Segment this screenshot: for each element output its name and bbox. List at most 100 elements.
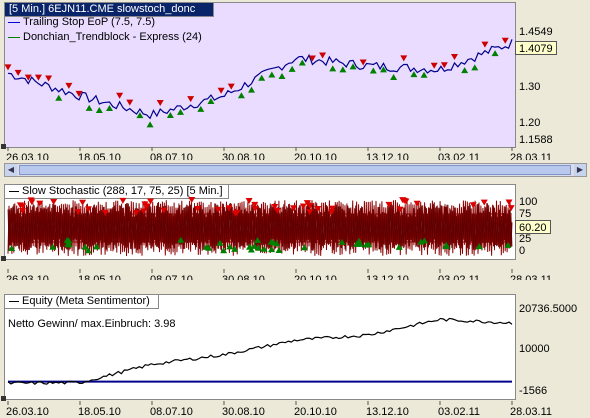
buy-signal-marker: [390, 73, 398, 80]
buy-signal-marker: [339, 66, 347, 73]
equity-line: [7, 317, 513, 386]
sell-signal-marker: [481, 41, 489, 48]
sell-signal-marker: [4, 64, 12, 71]
sell-signal-marker: [271, 203, 279, 210]
x-tick-label: 30.08.10: [222, 274, 265, 280]
sell-signal-marker: [440, 62, 448, 69]
sell-signal-marker: [45, 75, 53, 82]
stoch-last-value-tag: 60.20: [515, 220, 551, 234]
sell-signal-marker: [147, 198, 155, 205]
sell-signal-marker: [327, 208, 335, 215]
sell-signal-marker: [308, 55, 316, 62]
buy-signal-marker: [410, 71, 418, 78]
buy-signal-marker: [475, 243, 483, 250]
buy-signal-marker: [300, 244, 308, 251]
buy-signal-marker: [81, 243, 89, 250]
price-y-tick: 1.4549: [519, 26, 553, 38]
sell-signal-marker: [84, 206, 92, 213]
stochastic-pane-title: Slow Stochastic (288, 17, 75, 25) [5 Min…: [4, 184, 229, 199]
buy-signal-marker: [84, 247, 92, 254]
x-tick-label: 26.03.10: [6, 152, 49, 160]
legend-swatch: [8, 21, 20, 23]
buy-signal-marker: [329, 65, 337, 72]
sell-signal-marker: [314, 205, 322, 212]
x-tick-label: 26.03.10: [6, 274, 49, 280]
buy-signal-marker: [95, 106, 103, 113]
sell-signal-marker: [396, 206, 404, 213]
price-plot-area[interactable]: [4, 2, 516, 148]
equity-y-tick: -1566: [519, 385, 548, 397]
x-tick-label: 20.10.10: [294, 152, 337, 160]
stoch-d-line: [7, 202, 513, 251]
sell-signal-marker: [74, 209, 82, 216]
legend-donchian: Donchian_Trendblock - Express (24): [8, 31, 202, 43]
x-tick-label: 28.03.11: [510, 406, 552, 418]
x-tick-label: 18.05.10: [78, 406, 121, 418]
sell-signal-marker: [19, 207, 27, 214]
sell-signal-marker: [319, 52, 327, 59]
buy-signal-marker: [356, 240, 364, 247]
sell-signal-marker: [303, 200, 311, 207]
price-pane-title: [5 Min.] 6EJN11.CME slowstoch_donc: [4, 2, 214, 17]
buy-signal-marker: [55, 94, 63, 101]
sell-signal-marker: [430, 62, 438, 69]
sell-signal-marker: [141, 201, 149, 208]
x-tick-label: 03.02.11: [438, 274, 480, 280]
buy-signal-marker: [420, 237, 428, 244]
sell-signal-marker: [273, 207, 281, 214]
time-scrollbar[interactable]: ◀ ▶: [4, 163, 587, 177]
x-tick-label: 20.10.10: [294, 406, 337, 418]
buy-signal-marker: [207, 98, 215, 105]
buy-signal-marker: [136, 112, 144, 119]
scroll-left-button[interactable]: ◀: [5, 164, 17, 176]
buy-signal-marker: [166, 112, 174, 119]
x-tick-label: 03.02.11: [438, 406, 480, 418]
scroll-right-button[interactable]: ▶: [574, 164, 586, 176]
equity-chart-svg: 26.03.10 18.05.10 08.07.10 30.08.10 20.10.10…: [6, 317, 552, 418]
sell-signal-marker: [469, 202, 477, 209]
buy-signal-marker: [251, 242, 259, 249]
buy-signal-marker: [8, 244, 16, 251]
buy-signal-marker: [231, 245, 239, 252]
buy-signal-marker: [177, 236, 185, 243]
x-tick-label: 08.07.10: [150, 274, 193, 280]
pane-resize-handle[interactable]: [1, 144, 6, 149]
buy-signal-marker: [177, 108, 185, 115]
buy-signal-marker: [268, 246, 276, 253]
x-tick-label: 28.03.11: [510, 274, 552, 280]
sell-signal-marker: [328, 205, 336, 212]
buy-signal-marker: [268, 71, 276, 78]
sell-signal-marker: [245, 198, 253, 205]
sell-signal-marker: [193, 205, 201, 212]
pane-resize-handle[interactable]: [1, 396, 6, 401]
buy-signal-marker: [65, 241, 73, 248]
legend-trailing-stop: Trailing Stop EoP (7.5, 7.5): [8, 16, 155, 28]
buy-signal-marker: [491, 50, 499, 57]
sell-signal-marker: [19, 203, 27, 210]
sell-signal-marker: [65, 82, 73, 89]
sell-signal-marker: [359, 59, 367, 66]
buy-signal-marker: [288, 65, 296, 72]
x-tick-label: 13.12.10: [366, 152, 409, 160]
pane-resize-handle[interactable]: [1, 256, 6, 261]
buy-signal-marker: [216, 239, 224, 246]
stoch-y-tick: 25: [519, 233, 532, 245]
sell-signal-marker: [28, 199, 36, 206]
scroll-thumb[interactable]: [19, 165, 571, 175]
equity-y-tick: 20736.5000: [519, 303, 578, 315]
price-y-tick: 1.1588: [519, 134, 553, 146]
buy-signal-marker: [420, 71, 428, 78]
x-tick-label: 08.07.10: [150, 406, 193, 418]
x-tick-label: 08.07.10: [150, 152, 193, 160]
buy-signal-marker: [226, 243, 234, 250]
price-pane: [5 Min.] 6EJN11.CME slowstoch_donc Trail…: [0, 0, 590, 160]
buy-signal-marker: [369, 67, 377, 74]
buy-signal-marker: [278, 72, 286, 79]
price-y-tick: 1.30: [519, 81, 541, 93]
sell-signal-marker: [101, 209, 109, 216]
sell-signal-marker: [119, 197, 127, 204]
x-tick-label: 28.03.11: [510, 152, 552, 160]
buy-signal-marker: [105, 105, 113, 112]
buy-signal-marker: [85, 104, 93, 111]
buy-signal-marker: [247, 246, 255, 253]
